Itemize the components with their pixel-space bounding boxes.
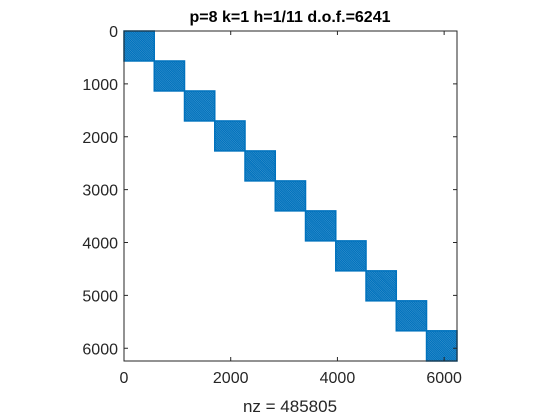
x-axis-label: nz = 485805 xyxy=(243,397,337,416)
nonzero-block-1 xyxy=(123,30,156,62)
nonzero-block-11 xyxy=(425,330,458,362)
nonzero-block-6 xyxy=(274,180,307,212)
x-tick-label: 4000 xyxy=(320,370,356,387)
plot-area xyxy=(123,30,458,362)
y-axis: 0 1000 2000 3000 4000 5000 6000 xyxy=(82,24,457,358)
y-tick-label: 5000 xyxy=(82,288,118,305)
y-tick-label: 1000 xyxy=(82,77,118,94)
nonzero-block-4 xyxy=(214,120,246,152)
nonzero-block-7 xyxy=(304,210,337,242)
y-tick-label: 4000 xyxy=(82,236,118,253)
nonzero-block-10 xyxy=(395,300,428,332)
axes-frame xyxy=(123,30,458,362)
chart-title: p=8 k=1 h=1/11 d.o.f.=6241 xyxy=(189,9,390,26)
x-axis: 0 2000 4000 6000 xyxy=(120,31,462,387)
y-tick-label: 2000 xyxy=(82,130,118,147)
x-tick-label: 0 xyxy=(120,370,129,387)
nonzero-block-2 xyxy=(153,60,186,92)
y-tick-label: 6000 xyxy=(82,341,118,358)
nonzero-block-3 xyxy=(183,90,216,122)
nonzero-blocks xyxy=(123,30,458,362)
y-tick-label: 0 xyxy=(109,24,118,41)
nonzero-block-8 xyxy=(335,240,367,272)
nonzero-block-5 xyxy=(244,150,277,182)
y-tick-label: 3000 xyxy=(82,183,118,200)
nonzero-block-9 xyxy=(365,270,398,302)
x-tick-label: 6000 xyxy=(426,370,462,387)
x-tick-label: 2000 xyxy=(213,370,249,387)
